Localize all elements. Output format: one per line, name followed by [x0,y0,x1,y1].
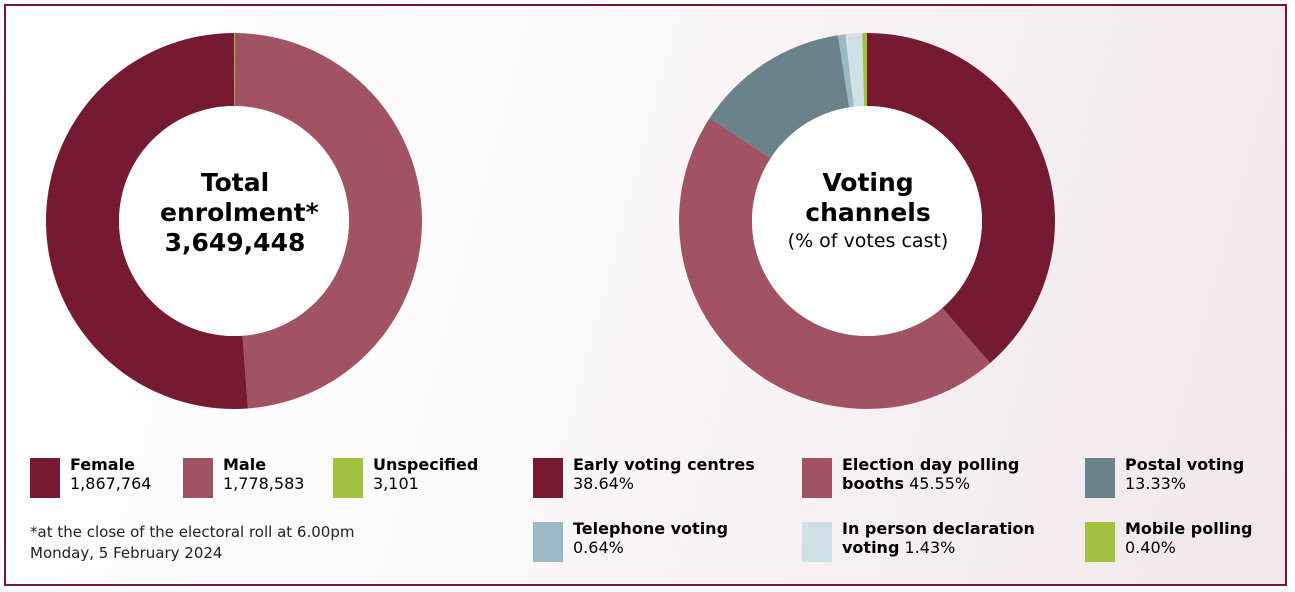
voting-channels-donut-chart [679,33,1055,409]
donut-hole [752,106,982,336]
legend-swatch [30,458,60,498]
legend-label: Male [223,455,267,474]
legend-label: Mobile polling [1125,519,1253,538]
legend-swatch [333,458,363,498]
donut-slice-postal-voting [709,35,850,159]
footnote-line1: *at the close of the electoral roll at 6… [30,523,355,541]
legend-label: Election day polling [842,455,1020,474]
legend-label: Early voting centres [573,455,755,474]
donut-slice-female [45,33,248,410]
channels-center-label: Voting channels (% of votes cast) [768,168,968,254]
legend-value: 0.64% [573,538,624,557]
legend-value: 1,778,583 [223,474,305,493]
channels-center-subtitle: (% of votes cast) [787,230,949,252]
legend-label: In person declaration [842,519,1035,538]
legend-value: 45.55% [904,474,971,493]
legend-label: Unspecified [373,455,479,474]
donut-slice-election-day-polling-booths [679,118,991,409]
legend-label-cont: voting [842,538,900,557]
legend-swatch [1085,522,1115,562]
legend-value: 13.33% [1125,474,1187,493]
donut-slice-unspecified [234,33,236,107]
legend-label-cont: booths [842,474,904,493]
enrolment-donut-chart [45,33,422,410]
donut-slice-male [234,33,422,409]
donut-slice-mobile-polling [862,33,867,107]
enrolment-center-value: 3,649,448 [164,228,306,257]
legend-value: 1,867,764 [70,474,152,493]
legend-swatch [533,458,563,498]
legend-value: 0.40% [1125,538,1176,557]
legend-value: 38.64% [573,474,635,493]
donut-slice-telephone-voting [837,34,854,108]
enrolment-center-label: Total enrolment* 3,649,448 [135,168,335,258]
legend-swatch [533,522,563,562]
donut-hole [119,106,349,336]
legend-swatch [1085,458,1115,498]
donut-slice-in-person-declaration-voting [845,33,865,107]
legend-label: Female [70,455,135,474]
enrolment-footnote: *at the close of the electoral roll at 6… [30,522,450,564]
donut-slice-early-voting-centres [867,33,1055,364]
legend-value: 1.43% [899,538,956,557]
footnote-line2: Monday, 5 February 2024 [30,544,223,562]
channels-center-title: Voting channels [805,168,931,227]
legend-value: 3,101 [373,474,419,493]
legend-label: Postal voting [1125,455,1245,474]
legend-swatch [802,458,832,498]
legend-swatch [802,522,832,562]
legend-swatch [183,458,213,498]
legend-label: Telephone voting [573,519,729,538]
enrolment-center-title: Total enrolment* [160,168,319,227]
